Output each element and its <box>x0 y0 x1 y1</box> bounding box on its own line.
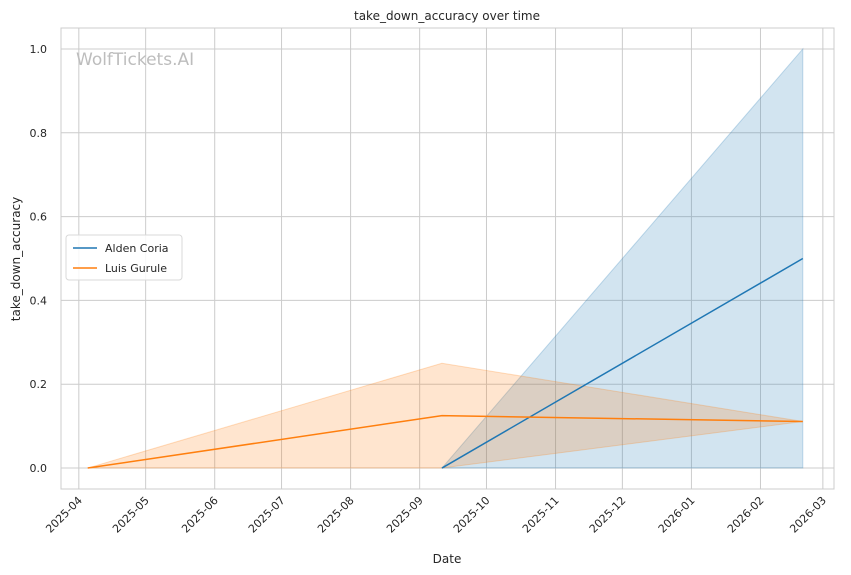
y-tick-label: 0.2 <box>30 378 48 391</box>
y-tick-label: 0.8 <box>30 127 48 140</box>
x-tick-label: 2025-09 <box>384 494 426 536</box>
chart-title: take_down_accuracy over time <box>354 9 540 23</box>
series-lines <box>87 257 804 469</box>
x-tick-label: 2025-06 <box>179 494 221 536</box>
x-tick-label: 2025-08 <box>315 494 357 536</box>
y-tick-label: 0.0 <box>30 462 48 475</box>
y-tick-label: 0.4 <box>30 294 48 307</box>
series-line-luis-gurule <box>87 414 803 469</box>
y-axis-ticks: 0.0 0.2 0.4 0.6 0.8 1.0 <box>30 43 48 475</box>
plot-frame <box>60 27 835 490</box>
x-tick-label: 2026-03 <box>787 494 829 536</box>
x-axis-label: Date <box>433 552 462 566</box>
x-tick-label: 2026-01 <box>656 494 698 536</box>
series-line-alden-coria <box>441 257 804 469</box>
grid <box>61 28 834 489</box>
confidence-bands <box>87 47 804 469</box>
x-tick-label: 2025-07 <box>246 494 288 536</box>
legend-label-alden-coria: Alden Coria <box>105 242 169 255</box>
y-tick-label: 0.6 <box>30 211 48 224</box>
x-tick-label: 2025-10 <box>451 494 493 536</box>
x-tick-label: 2025-12 <box>587 494 629 536</box>
watermark: WolfTickets.AI <box>76 50 194 70</box>
x-tick-label: 2025-04 <box>43 494 85 536</box>
legend: Alden Coria Luis Gurule <box>65 234 183 281</box>
legend-label-luis-gurule: Luis Gurule <box>105 262 167 275</box>
x-tick-label: 2025-05 <box>110 494 152 536</box>
x-tick-label: 2025-11 <box>520 494 562 536</box>
x-axis-ticks: 2025-04 2025-05 2025-06 2025-07 2025-08 2025-… <box>43 494 829 536</box>
y-tick-label: 1.0 <box>30 43 48 56</box>
y-axis-label: take_down_accuracy <box>9 197 23 321</box>
x-tick-label: 2026-02 <box>725 494 767 536</box>
